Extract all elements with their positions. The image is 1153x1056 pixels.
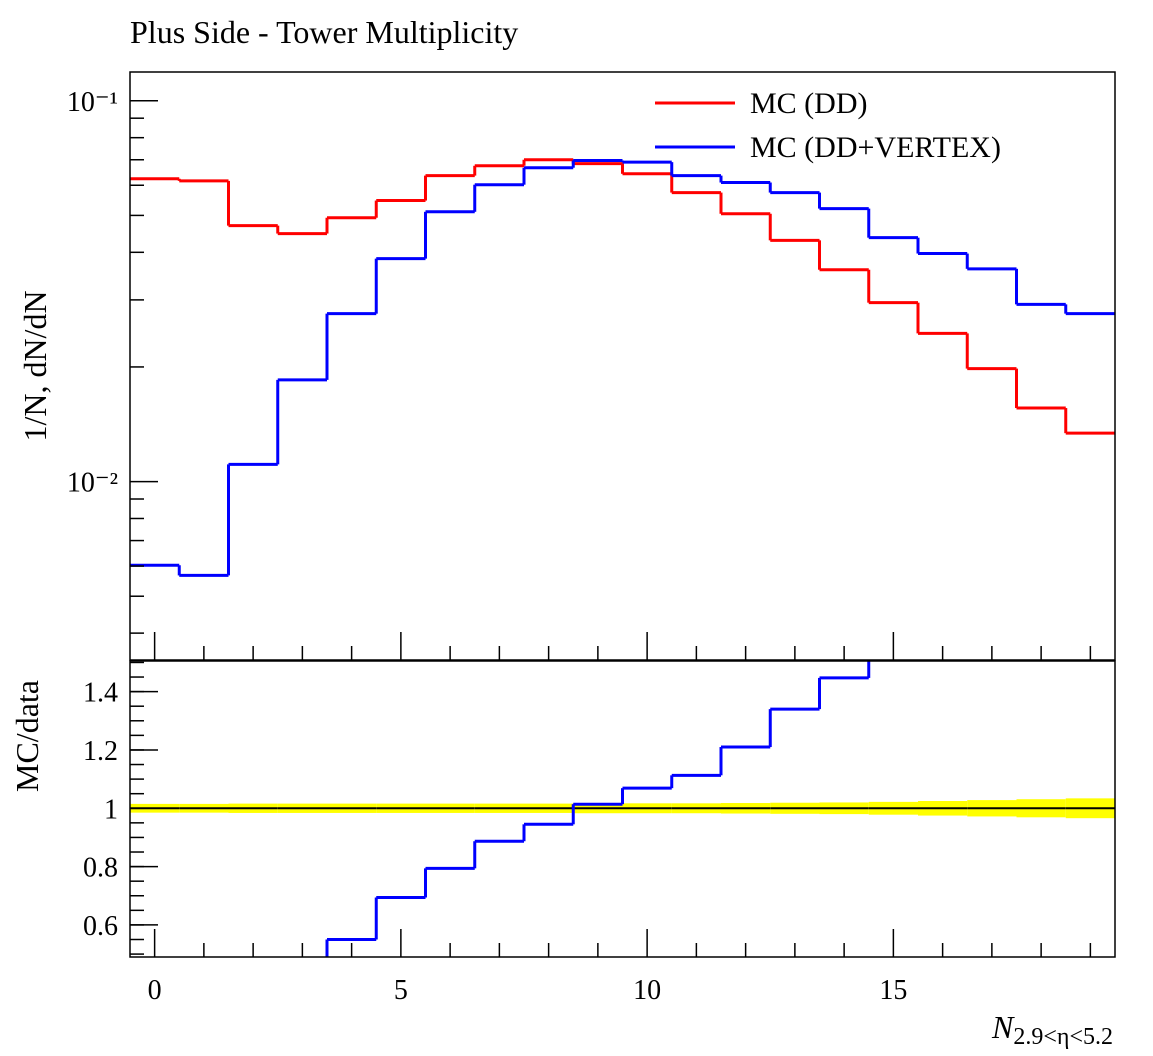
legend-label: MC (DD+VERTEX) xyxy=(750,131,1001,164)
frame xyxy=(129,71,1116,661)
x-tick-label: 5 xyxy=(394,975,408,1006)
y-axis-label: 1/N, dN/dN xyxy=(17,290,53,441)
y-tick-label: 10⁻¹ xyxy=(67,87,118,118)
y-axis-label: MC/data xyxy=(9,680,45,792)
chart-title: Plus Side - Tower Multiplicity xyxy=(130,14,518,50)
x-tick-label: 15 xyxy=(879,975,907,1006)
y-tick-label: 0.6 xyxy=(83,911,118,942)
y-tick-label: 1 xyxy=(104,794,118,825)
plot-area xyxy=(130,661,1115,957)
y-tick-label: 1.4 xyxy=(83,678,118,709)
y-tick-label: 1.2 xyxy=(83,736,118,767)
x-tick-label: 0 xyxy=(148,975,162,1006)
x-tick-label: 10 xyxy=(633,975,661,1006)
x-axis-label-sub: 2.9<η<5.2 xyxy=(1013,1024,1113,1050)
y-tick-label: 10⁻² xyxy=(67,468,118,499)
legend-label: MC (DD) xyxy=(750,87,868,120)
x-axis-label-main: N xyxy=(991,1009,1015,1045)
y-tick-label: 0.8 xyxy=(83,853,118,884)
x-axis-label: N2.9<η<5.2 xyxy=(991,1009,1113,1050)
plot-area xyxy=(130,158,1115,577)
